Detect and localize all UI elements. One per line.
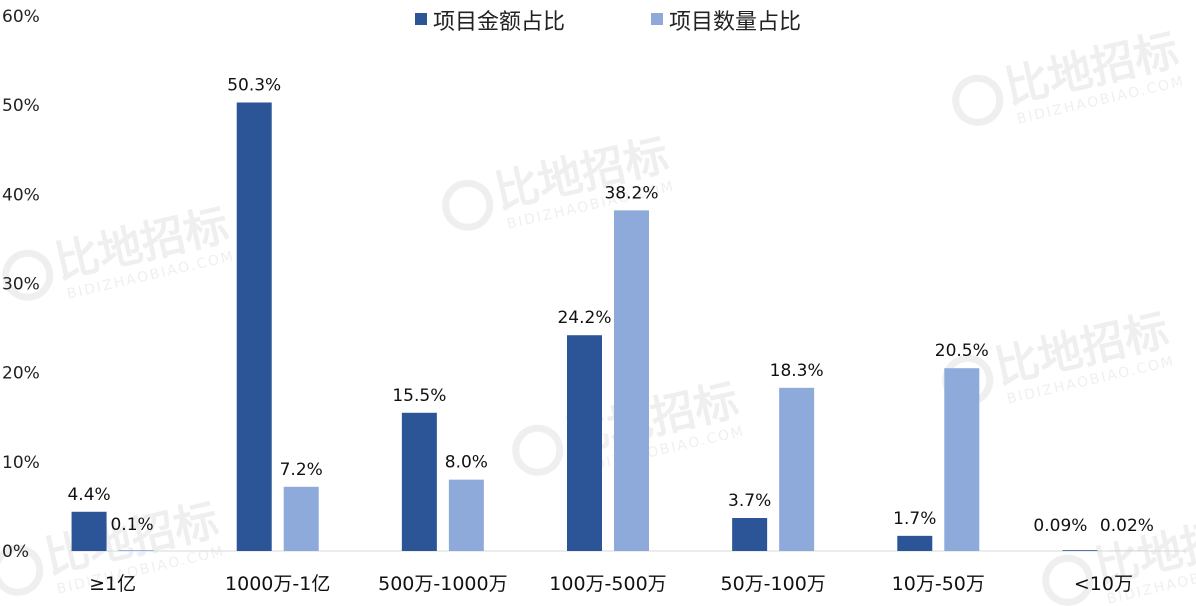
legend-swatch bbox=[651, 13, 663, 25]
x-category-label: 100万-500万 bbox=[549, 573, 666, 595]
y-tick-label: 20% bbox=[2, 364, 40, 384]
bar-amount bbox=[71, 511, 107, 551]
data-label: 24.2% bbox=[557, 308, 611, 328]
watermark-logo-icon bbox=[0, 544, 44, 596]
y-tick-label: 0% bbox=[2, 542, 29, 562]
bar-count bbox=[944, 368, 980, 551]
x-category-label: 1000万-1亿 bbox=[225, 573, 330, 595]
y-tick-label: 60% bbox=[2, 7, 40, 27]
bar-amount bbox=[897, 535, 933, 551]
data-labels: 4.4% 50.3% 15.5% 24.2% 3.7% 1.7% 0.09% 0.1% 7.2%… bbox=[67, 75, 1153, 536]
x-category-label: <10万 bbox=[1074, 573, 1133, 595]
bar-count bbox=[779, 387, 815, 551]
watermark-logo-icon bbox=[952, 74, 1004, 126]
x-category-label: ≥1亿 bbox=[89, 573, 136, 595]
data-label: 38.2% bbox=[604, 183, 658, 203]
bar-amount bbox=[401, 412, 437, 551]
watermark-logo-icon bbox=[1042, 554, 1094, 606]
data-label: 8.0% bbox=[445, 453, 488, 473]
watermark-logo-icon bbox=[2, 249, 54, 301]
data-label: 7.2% bbox=[280, 460, 323, 480]
legend-label: 项目数量占比 bbox=[669, 10, 801, 35]
bar-amount bbox=[236, 102, 272, 551]
bar-count bbox=[448, 479, 484, 551]
y-tick-label: 50% bbox=[2, 96, 40, 116]
bar-count bbox=[118, 550, 154, 551]
legend-swatch bbox=[415, 13, 427, 25]
data-label: 0.1% bbox=[110, 515, 153, 535]
x-category-label: 500万-1000万 bbox=[378, 573, 507, 595]
watermark-logo-icon bbox=[512, 424, 564, 476]
legend: 项目金额占比 项目数量占比 bbox=[415, 10, 801, 35]
data-label: 18.3% bbox=[770, 361, 824, 381]
watermark-logo-icon bbox=[442, 179, 494, 231]
data-label: 15.5% bbox=[392, 386, 446, 406]
y-tick-label: 10% bbox=[2, 453, 40, 473]
data-label: 20.5% bbox=[935, 341, 989, 361]
data-label: 0.02% bbox=[1100, 516, 1154, 536]
bar-amount bbox=[732, 518, 768, 551]
data-label: 4.4% bbox=[67, 485, 110, 505]
bars bbox=[71, 102, 1145, 551]
data-label: 3.7% bbox=[728, 491, 771, 511]
x-category-label: 10万-50万 bbox=[892, 573, 985, 595]
x-category-label: 50万-100万 bbox=[720, 573, 825, 595]
legend-label: 项目金额占比 bbox=[433, 10, 565, 35]
data-label: 1.7% bbox=[893, 509, 936, 529]
bar-amount bbox=[567, 335, 602, 551]
bar-count bbox=[283, 486, 319, 551]
data-label: 50.3% bbox=[227, 75, 281, 95]
y-tick-label: 40% bbox=[2, 185, 40, 205]
bar-count bbox=[614, 210, 649, 551]
y-tick-label: 30% bbox=[2, 275, 40, 295]
bar-amount bbox=[1062, 550, 1098, 551]
data-label: 0.09% bbox=[1033, 516, 1087, 536]
